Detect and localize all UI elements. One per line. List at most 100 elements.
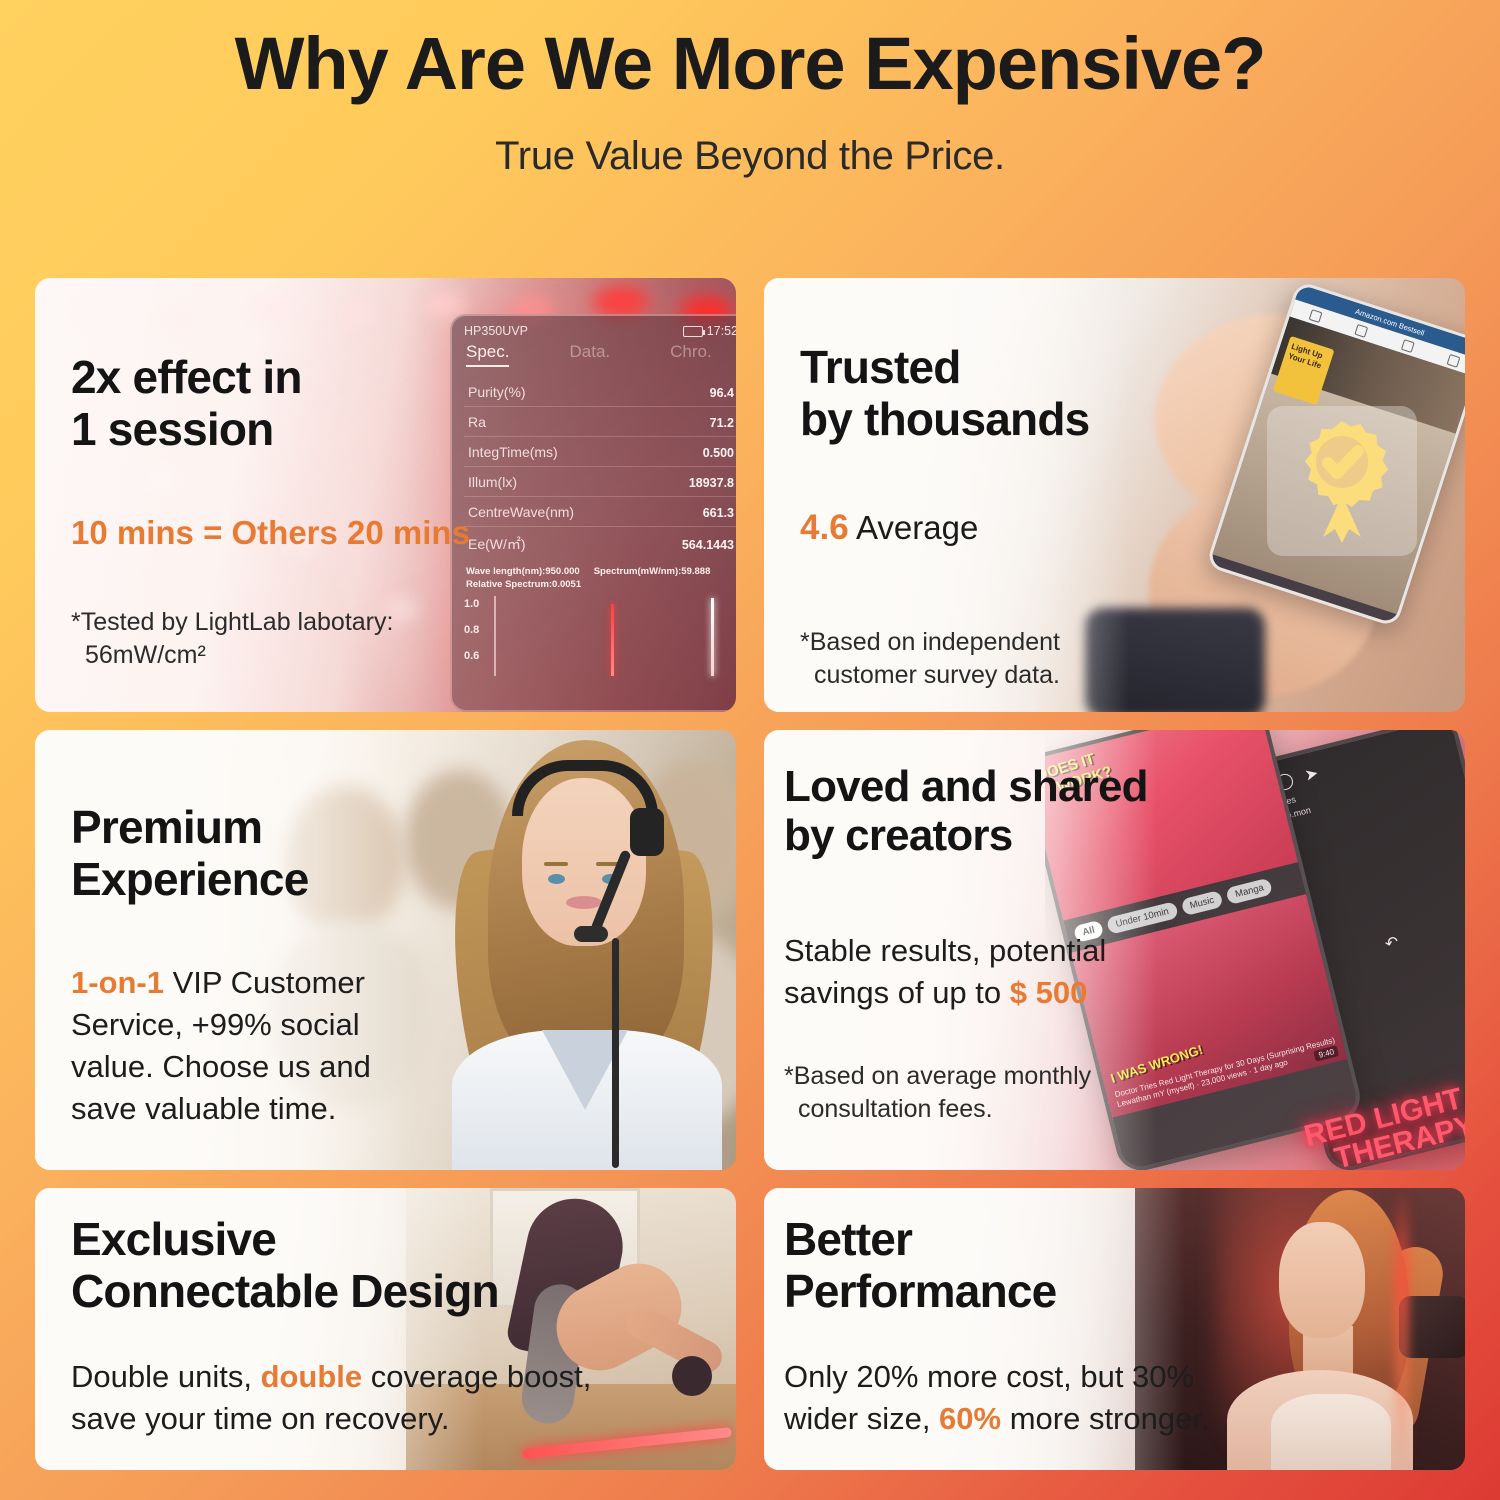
footnote-line1: *Based on independent bbox=[800, 628, 1060, 656]
body-highlight: 1-on-1 bbox=[71, 965, 164, 1000]
card-connectable[interactable]: Exclusive Connectable Design Double unit… bbox=[35, 1188, 736, 1470]
dumbbell bbox=[1399, 1296, 1465, 1358]
body-text: Stable results, potential savings of up … bbox=[784, 933, 1107, 1011]
metric-other-time: 20 mins bbox=[347, 514, 470, 551]
device-spectrum-readout: Wave length(nm):950.000 Spectrum(mW/nm):… bbox=[452, 560, 736, 592]
verified-badge-container bbox=[1267, 406, 1417, 556]
card-title-line1: Trusted bbox=[800, 341, 961, 393]
bokeh-light bbox=[145, 468, 173, 488]
card-title-line2: Performance bbox=[784, 1264, 1057, 1317]
row-label: IntegTime(ms) bbox=[468, 444, 558, 460]
headset-earcup-icon bbox=[630, 808, 664, 856]
card-footnote: *Based on average monthly consultation f… bbox=[784, 1060, 1091, 1126]
device-tab-bar: Spec. Data. Chro. bbox=[452, 340, 736, 367]
footnote-line2: customer survey data. bbox=[814, 661, 1060, 689]
card-title-line1: Premium bbox=[71, 801, 263, 853]
text-scrim bbox=[764, 730, 1157, 1170]
text-scrim bbox=[35, 730, 414, 1170]
bokeh-light bbox=[215, 638, 245, 660]
spectrometer-device-screen: HP350UVP 17:52 Spec. Data. Chro. Purity(… bbox=[450, 314, 736, 712]
card-trusted[interactable]: Amazon.com Bestsell Light Up Your Life bbox=[764, 278, 1465, 712]
footnote-line2: 56mW/cm² bbox=[85, 641, 206, 669]
page-header: Why Are We More Expensive? True Value Be… bbox=[0, 0, 1500, 179]
body-text-post: more stronger. bbox=[1001, 1401, 1210, 1437]
filter-chip-music[interactable]: Music bbox=[1180, 889, 1224, 917]
mouth bbox=[566, 896, 602, 909]
table-row: Illum(lx) 18937.8 bbox=[464, 467, 736, 497]
text-scrim bbox=[764, 278, 1129, 712]
card-body: Stable results, potential savings of up … bbox=[784, 930, 1154, 1014]
bokeh-light bbox=[335, 302, 375, 326]
relative-spectrum-readout: Relative Spectrum:0.0051 bbox=[466, 578, 582, 590]
share-icon[interactable]: ➤ bbox=[1303, 765, 1321, 785]
head bbox=[672, 1356, 712, 1396]
card-body: Only 20% more cost, but 30% wider size, … bbox=[784, 1356, 1254, 1440]
card-title-line2: Experience bbox=[71, 852, 309, 905]
rating-label: Average bbox=[856, 509, 979, 546]
graph-peak bbox=[611, 603, 614, 676]
reply-icon[interactable]: ↶ bbox=[1383, 933, 1401, 954]
table-row: Ee(W/㎡) 564.1443 bbox=[464, 527, 736, 560]
bokeh-light bbox=[285, 528, 321, 554]
card-premium[interactable]: Premium Experience 1-on-1 VIP Customer S… bbox=[35, 730, 736, 1170]
face bbox=[1279, 1222, 1365, 1338]
footnote-line1: *Based on average monthly bbox=[784, 1062, 1092, 1090]
card-title-line1: 2x effect in bbox=[71, 351, 303, 403]
card-title-line2: 1 session bbox=[71, 402, 274, 455]
eyebrow bbox=[544, 862, 568, 866]
text-scrim bbox=[35, 1188, 484, 1470]
footnote-line2: consultation fees. bbox=[798, 1095, 993, 1123]
filter-chip-manga[interactable]: Manga bbox=[1225, 877, 1274, 905]
row-value: 96.4 bbox=[709, 386, 734, 400]
graph-ytick: 1.0 bbox=[464, 597, 480, 610]
card-loved-shared[interactable]: ❤ ◯ ➤ 2028 likes amando.mon ↶ DOES IT bbox=[764, 730, 1465, 1170]
device-tab-data[interactable]: Data. bbox=[569, 342, 611, 361]
customer-service-agent bbox=[430, 730, 736, 1170]
device-tab-spec[interactable]: Spec. bbox=[466, 342, 510, 367]
table-row: Purity(%) 96.4 bbox=[464, 377, 736, 407]
card-better-performance[interactable]: Better Performance Only 20% more cost, b… bbox=[764, 1188, 1465, 1470]
device-time-label: 17:52 bbox=[706, 324, 736, 338]
headset-microphone-icon bbox=[574, 926, 608, 942]
eye bbox=[548, 874, 565, 884]
graph-y-axis bbox=[494, 595, 496, 676]
table-row: CentreWave(nm) 661.3 bbox=[464, 497, 736, 527]
graph-ytick: 0.8 bbox=[464, 623, 480, 636]
row-label: CentreWave(nm) bbox=[468, 504, 575, 520]
rim-light bbox=[1395, 1188, 1409, 1470]
row-value: 18937.8 bbox=[688, 476, 734, 490]
body-highlight: double bbox=[260, 1359, 363, 1394]
row-label: Illum(lx) bbox=[468, 474, 517, 490]
card-metric: 4.6 Average bbox=[800, 506, 978, 550]
body-text-pre: Double units, bbox=[71, 1359, 261, 1394]
card-title-line2: by thousands bbox=[800, 392, 1090, 445]
card-title-line2: by creators bbox=[784, 811, 1013, 861]
text-scrim bbox=[764, 1188, 1185, 1470]
metric-comparator: = Others bbox=[193, 514, 348, 551]
home-icon[interactable] bbox=[1308, 308, 1323, 323]
body-text: VIP Customer Service, +99% social value.… bbox=[71, 965, 371, 1127]
metric-own-time: 10 mins bbox=[71, 514, 194, 551]
bokeh-light bbox=[163, 308, 203, 332]
row-label: Ra bbox=[468, 414, 486, 430]
row-label: Ee(W/㎡) bbox=[468, 536, 526, 552]
currency-symbol: $ bbox=[1009, 975, 1027, 1011]
rating-value: 4.6 bbox=[800, 508, 849, 547]
bokeh-light bbox=[75, 298, 109, 320]
spectrum-readout: Spectrum(mW/nm):59.888 bbox=[593, 566, 711, 577]
card-title-line2: Connectable Design bbox=[71, 1264, 500, 1317]
body-text-post: coverage boost, save your time on recove… bbox=[71, 1359, 592, 1437]
device-model-label: HP350UVP bbox=[464, 324, 528, 338]
row-value: 0.500 bbox=[702, 446, 734, 460]
card-title: Trusted by thousands bbox=[800, 341, 1090, 445]
device-tab-chro[interactable]: Chro. bbox=[670, 342, 712, 361]
card-body: 1-on-1 VIP Customer Service, +99% social… bbox=[71, 962, 421, 1131]
grid-icon[interactable] bbox=[1354, 323, 1369, 338]
card-title: 2x effect in 1 session bbox=[71, 351, 303, 455]
cart-icon[interactable] bbox=[1400, 338, 1415, 353]
card-title-line1: Loved and shared bbox=[784, 762, 1149, 811]
card-title: Premium Experience bbox=[71, 801, 309, 905]
menu-icon[interactable] bbox=[1446, 353, 1461, 368]
card-2x-effect[interactable]: HP350UVP 17:52 Spec. Data. Chro. Purity(… bbox=[35, 278, 736, 712]
card-metric: 10 mins = Others 20 mins bbox=[71, 512, 470, 553]
